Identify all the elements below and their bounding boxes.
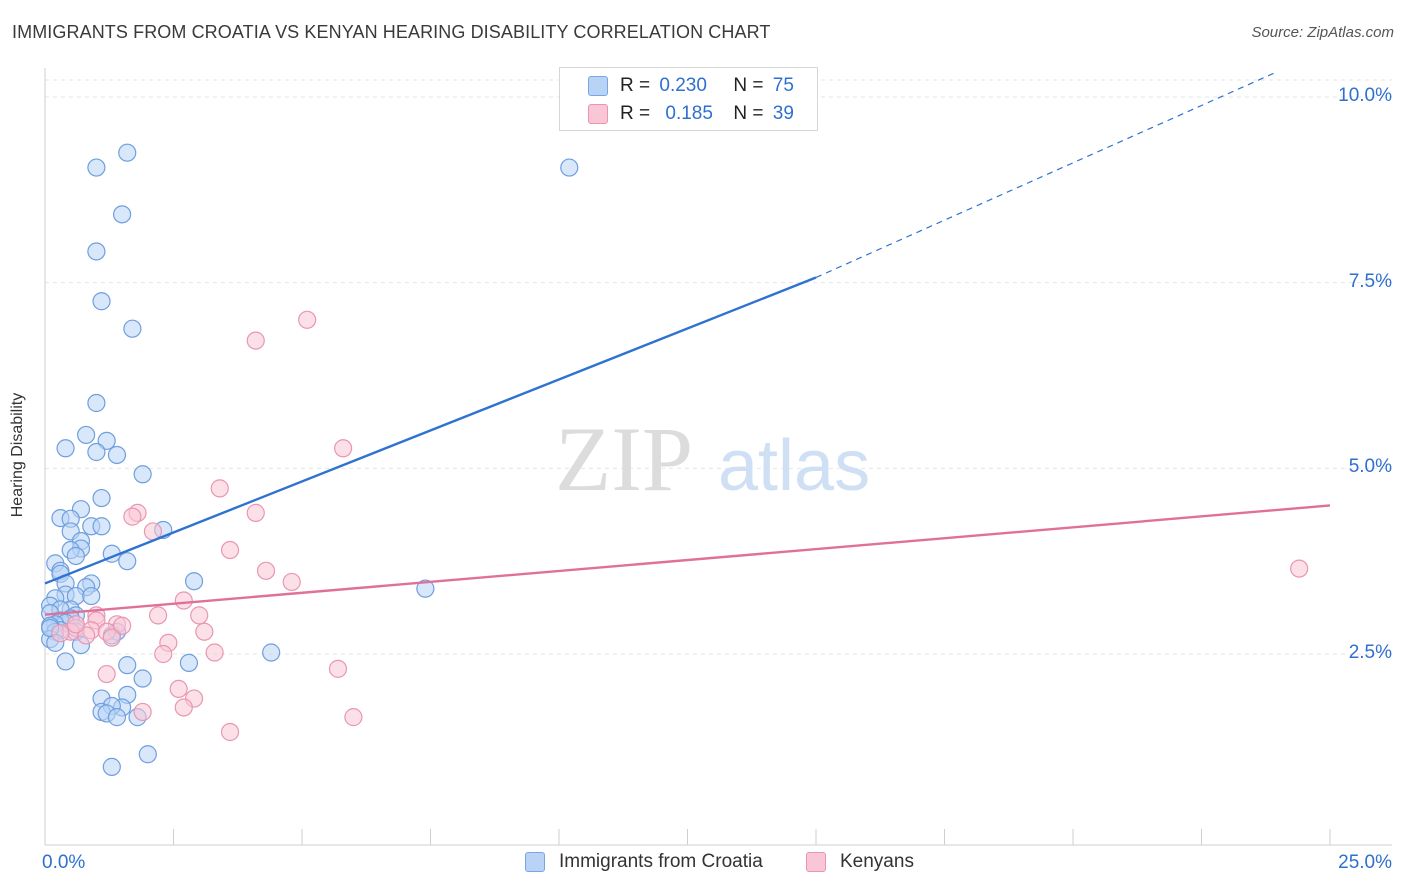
point-kenyans (334, 439, 353, 458)
watermark-atlas: atlas (718, 426, 870, 506)
point-croatia (118, 143, 137, 162)
legend-n-label: N = (733, 75, 764, 96)
point-kenyans (112, 616, 132, 635)
point-croatia (66, 546, 85, 566)
point-kenyans (190, 606, 209, 625)
axes (44, 68, 1392, 846)
point-kenyans (97, 664, 116, 684)
legend-r-label: R = (620, 75, 651, 96)
watermark-zip: ZIP (555, 408, 693, 510)
point-croatia (87, 158, 106, 177)
point-croatia (133, 669, 152, 688)
point-kenyans (148, 606, 168, 625)
point-kenyans (220, 540, 240, 560)
chart-source: Source: ZipAtlas.com (1251, 24, 1394, 41)
legend-swatch-croatia (525, 852, 545, 872)
point-kenyans (66, 615, 85, 634)
point-kenyans (220, 722, 240, 742)
point-kenyans (174, 591, 193, 610)
point-kenyans (256, 561, 276, 580)
point-croatia (123, 319, 142, 338)
point-kenyans (174, 698, 193, 717)
legend-swatch-kenyans (806, 852, 826, 872)
series-croatia-points (41, 143, 579, 776)
legend-r-value-croatia: 0.230 (659, 75, 707, 96)
point-croatia (87, 393, 106, 413)
point-croatia (179, 653, 199, 673)
point-croatia (92, 292, 111, 311)
point-croatia (102, 757, 121, 776)
point-kenyans (328, 659, 348, 678)
legend-n-value-kenyans: 39 (772, 103, 794, 124)
x-tick-label-max: 25.0% (1338, 852, 1392, 873)
point-kenyans (210, 479, 229, 498)
point-kenyans (102, 628, 121, 647)
legend-swatch-kenyans (588, 104, 608, 124)
point-kenyans (51, 624, 70, 643)
point-croatia (107, 708, 127, 727)
point-croatia (87, 442, 106, 462)
legend-r-value-kenyans: 0.185 (665, 103, 713, 124)
point-croatia (56, 652, 75, 671)
point-croatia (138, 745, 157, 764)
series-legend: Immigrants from Croatia Kenyans (0, 851, 1406, 879)
watermark: ZIP atlas (555, 408, 870, 510)
point-kenyans (246, 503, 265, 522)
grid-lines (45, 79, 1392, 655)
point-kenyans (123, 507, 142, 526)
point-croatia (92, 517, 111, 536)
legend-label-kenyans: Kenyans (840, 851, 914, 872)
legend-label-croatia: Immigrants from Croatia (559, 851, 763, 872)
legend-n-label: N = (733, 103, 764, 124)
point-kenyans (344, 708, 363, 727)
point-kenyans (1290, 559, 1309, 578)
y-tick-label: 7.5% (1348, 270, 1392, 292)
stats-legend: R = 0.230 N = 75 R = 0.185 N = 39 (559, 67, 818, 131)
point-croatia (77, 425, 96, 445)
y-tick-label: 2.5% (1348, 642, 1392, 663)
legend-r-label: R = (620, 103, 651, 124)
legend-swatch-croatia (588, 76, 608, 96)
trend-line-kenyans (44, 504, 1331, 616)
point-kenyans (246, 331, 265, 350)
point-croatia (416, 579, 435, 598)
point-kenyans (195, 622, 214, 641)
point-croatia (118, 552, 137, 571)
point-kenyans (77, 626, 96, 645)
point-kenyans (205, 643, 224, 662)
legend-n-value-croatia: 75 (772, 75, 794, 96)
y-tick-label: 5.0% (1348, 456, 1392, 478)
point-croatia (56, 439, 75, 458)
trend-lines (44, 72, 1331, 616)
point-croatia (560, 158, 579, 177)
point-kenyans (154, 644, 173, 664)
point-croatia (262, 643, 281, 662)
point-croatia (184, 572, 204, 591)
point-kenyans (282, 572, 301, 592)
point-croatia (97, 431, 116, 450)
point-kenyans (298, 310, 317, 329)
y-tick-label: 10.0% (1338, 85, 1392, 106)
trend-line-croatia (44, 276, 817, 585)
point-croatia (118, 656, 137, 675)
legend-item-kenyans[interactable]: Kenyans (806, 851, 914, 873)
point-croatia (133, 465, 152, 484)
point-croatia (112, 205, 132, 224)
legend-item-croatia[interactable]: Immigrants from Croatia (525, 851, 763, 873)
point-croatia (107, 445, 127, 465)
legend-row-kenyans: R = 0.185 N = 39 (560, 100, 794, 128)
trend-line-croatia-extension (815, 72, 1276, 279)
x-tick-label-min: 0.0% (42, 852, 86, 873)
point-kenyans (133, 702, 152, 722)
chart-title: IMMIGRANTS FROM CROATIA VS KENYAN HEARIN… (12, 22, 771, 42)
point-croatia (82, 586, 101, 606)
point-kenyans (169, 679, 188, 699)
series-kenyans-points (51, 310, 1309, 742)
legend-row-croatia: R = 0.230 N = 75 (560, 72, 794, 100)
point-croatia (92, 488, 111, 508)
point-croatia (87, 242, 106, 261)
